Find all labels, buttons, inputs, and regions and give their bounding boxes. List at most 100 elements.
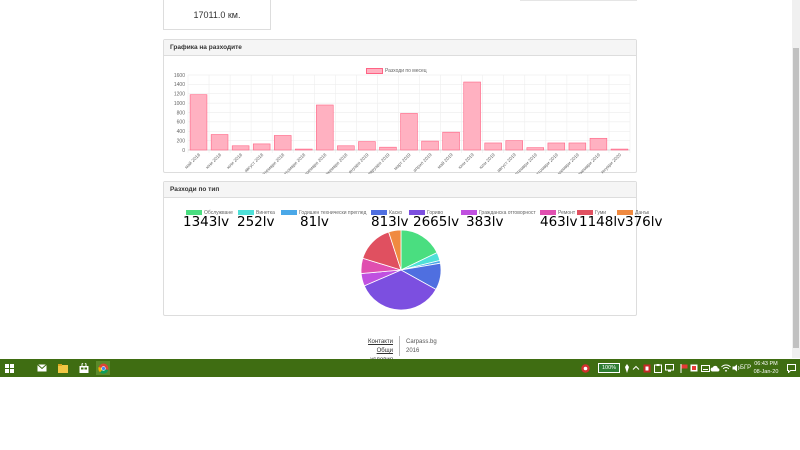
bar-15[interactable] bbox=[505, 140, 523, 151]
pie-value-label: 383lv bbox=[466, 214, 504, 230]
pie-legend-label: Данък bbox=[635, 209, 650, 216]
security-tray-icon[interactable] bbox=[642, 363, 652, 373]
pie-legend-swatch bbox=[461, 210, 477, 216]
bar-y-tick-label: 1600 bbox=[174, 73, 185, 79]
footer-brand: Carpass.bg bbox=[406, 339, 437, 345]
bar-x-tick-label: август 2019 bbox=[496, 152, 517, 173]
file-explorer-icon[interactable] bbox=[56, 361, 70, 375]
bar-x-tick-label: април 2019 bbox=[412, 152, 433, 173]
store-icon[interactable] bbox=[77, 361, 91, 375]
bar-chart-legend[interactable]: Разходи по месец bbox=[366, 62, 427, 80]
bar-x-tick-label: май 2019 bbox=[436, 151, 455, 170]
app-tray-icon[interactable] bbox=[689, 363, 699, 373]
wifi-icon[interactable] bbox=[721, 363, 731, 373]
pie-legend-swatch bbox=[371, 210, 387, 216]
types-panel-heading: Разходи по тип bbox=[164, 182, 636, 198]
bar-10[interactable] bbox=[400, 113, 418, 151]
pie-legend-label: Гориво bbox=[427, 209, 444, 216]
footer-year: 2016 bbox=[406, 348, 420, 354]
pie-slice-8[interactable] bbox=[388, 229, 402, 271]
bar-y-tick-label: 800 bbox=[177, 110, 186, 116]
bar-7[interactable] bbox=[337, 145, 355, 151]
expense-types-pie-chart bbox=[360, 229, 442, 311]
odometer-box: 17011.0 км. bbox=[163, 0, 271, 30]
pie-value-label: 81lv bbox=[300, 214, 329, 230]
pie-slice-4[interactable] bbox=[363, 269, 437, 311]
bar-4[interactable] bbox=[273, 135, 292, 151]
bar-20[interactable] bbox=[610, 148, 629, 151]
bar-y-tick-label: 0 bbox=[182, 148, 185, 154]
contacts-link[interactable]: Контакти bbox=[368, 339, 393, 345]
chrome-icon[interactable] bbox=[96, 361, 110, 375]
pie-slice-0[interactable] bbox=[400, 229, 438, 271]
expenses-chart-panel: Графика на разходите Разходи по месец 16… bbox=[163, 39, 637, 174]
cloud-tray-icon[interactable] bbox=[710, 363, 720, 373]
bar-19[interactable] bbox=[589, 137, 608, 151]
top-divider bbox=[520, 0, 637, 1]
pie-legend-swatch bbox=[577, 210, 593, 216]
keyboard-tray-icon[interactable] bbox=[700, 363, 710, 373]
antivirus-tray-icon[interactable] bbox=[580, 363, 590, 373]
bar-17[interactable] bbox=[547, 142, 566, 151]
bar-x-tick-label: ноември 2019 bbox=[555, 152, 580, 174]
bar-9[interactable] bbox=[379, 146, 397, 151]
pie-legend-label: Гражданска отговорност bbox=[479, 209, 536, 216]
bar-11[interactable] bbox=[421, 140, 439, 151]
pie-legend-item[interactable]: Гражданска отговорност bbox=[461, 204, 536, 222]
volume-icon[interactable] bbox=[731, 363, 741, 373]
pie-legend-item[interactable]: Гориво bbox=[409, 204, 443, 222]
bar-6[interactable] bbox=[316, 104, 334, 151]
bar-x-tick-label: юли 2018 bbox=[226, 152, 244, 170]
pie-legend-item[interactable]: Гуми bbox=[577, 204, 606, 222]
bar-0[interactable] bbox=[189, 94, 208, 151]
scrollbar-thumb[interactable] bbox=[793, 48, 799, 348]
bar-13[interactable] bbox=[463, 81, 481, 151]
bar-y-tick-label: 600 bbox=[177, 120, 186, 126]
pie-value-label: 1343lv bbox=[183, 214, 230, 230]
pie-legend-label: Гуми bbox=[595, 209, 607, 216]
bar-y-tick-label: 1400 bbox=[174, 82, 185, 88]
notifications-icon[interactable] bbox=[786, 362, 796, 374]
bar-x-tick-label: август 2018 bbox=[243, 152, 264, 173]
pie-legend-item[interactable]: Ремонт bbox=[540, 204, 575, 222]
monitor-tray-icon[interactable] bbox=[664, 363, 674, 373]
battery-indicator[interactable]: 100% bbox=[598, 363, 620, 373]
odometer-value: 17011.0 км. bbox=[193, 9, 241, 20]
pie-value-label: 463lv bbox=[540, 214, 578, 230]
pie-legend-item[interactable]: Данък bbox=[617, 204, 649, 222]
bar-x-tick-label: ноември 2018 bbox=[303, 152, 328, 174]
pie-legend-swatch bbox=[238, 210, 254, 216]
up-arrow-tray-icon[interactable] bbox=[631, 363, 641, 373]
bar-14[interactable] bbox=[484, 142, 502, 151]
bar-1[interactable] bbox=[210, 134, 229, 151]
page-scrollbar[interactable] bbox=[792, 0, 800, 358]
pie-legend-item[interactable]: Винетка bbox=[238, 204, 275, 222]
bar-legend-swatch bbox=[366, 67, 383, 74]
bar-legend-label: Разходи по месец bbox=[385, 67, 427, 74]
footer-divider bbox=[399, 336, 400, 356]
pie-legend-item[interactable]: Годишен технически преглед bbox=[281, 204, 366, 222]
pen-tray-icon[interactable] bbox=[622, 363, 632, 373]
bar-x-tick-label: март 2019 bbox=[393, 152, 412, 171]
bar-3[interactable] bbox=[252, 143, 271, 151]
pie-legend-swatch bbox=[617, 210, 633, 216]
bar-2[interactable] bbox=[231, 145, 250, 151]
pie-legend-label: Обслужване bbox=[204, 209, 233, 216]
clipboard-tray-icon[interactable] bbox=[653, 363, 663, 373]
pie-legend-item[interactable]: Обслужване bbox=[186, 204, 233, 222]
bar-16[interactable] bbox=[526, 147, 545, 151]
mail-icon[interactable] bbox=[35, 361, 49, 375]
bar-x-tick-label: януари 2019 bbox=[347, 152, 370, 174]
language-indicator[interactable]: БГР bbox=[740, 365, 752, 371]
bar-y-tick-label: 1000 bbox=[174, 101, 185, 107]
windows-start-icon[interactable] bbox=[3, 362, 15, 374]
pie-legend-item[interactable]: Каско bbox=[371, 204, 402, 222]
pie-legend-swatch bbox=[186, 210, 202, 216]
flag-tray-icon[interactable] bbox=[679, 363, 689, 373]
bar-18[interactable] bbox=[568, 142, 587, 151]
bar-12[interactable] bbox=[442, 131, 460, 151]
bar-5[interactable] bbox=[295, 148, 313, 151]
system-clock[interactable]: 06:43 PM 08-Jan-20 bbox=[752, 360, 780, 376]
bar-x-tick-label: януари 2020 bbox=[600, 152, 623, 174]
bar-8[interactable] bbox=[358, 141, 376, 151]
